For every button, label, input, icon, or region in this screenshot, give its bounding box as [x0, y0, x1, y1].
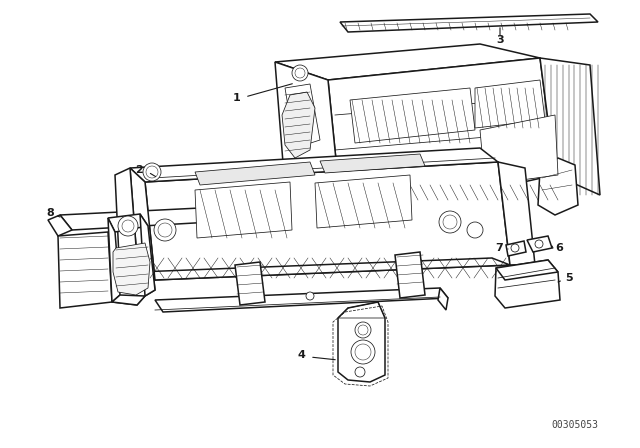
Polygon shape	[112, 226, 155, 305]
Polygon shape	[282, 92, 315, 158]
Circle shape	[467, 222, 483, 238]
Polygon shape	[138, 258, 510, 280]
Polygon shape	[340, 14, 598, 32]
Polygon shape	[108, 218, 120, 302]
Circle shape	[292, 65, 308, 81]
Text: 2: 2	[135, 165, 143, 175]
Circle shape	[306, 292, 314, 300]
Polygon shape	[130, 168, 155, 280]
Polygon shape	[115, 168, 138, 278]
Circle shape	[154, 219, 176, 241]
Circle shape	[351, 340, 375, 364]
Text: 5: 5	[565, 273, 573, 283]
Polygon shape	[48, 215, 72, 236]
Polygon shape	[58, 232, 112, 308]
Polygon shape	[338, 302, 385, 382]
Circle shape	[295, 68, 305, 78]
Polygon shape	[195, 162, 315, 185]
Text: 4: 4	[297, 350, 305, 360]
Polygon shape	[130, 148, 498, 182]
Circle shape	[158, 223, 172, 237]
Polygon shape	[498, 162, 535, 265]
Polygon shape	[195, 182, 292, 238]
Circle shape	[143, 163, 161, 181]
Polygon shape	[60, 208, 212, 230]
Polygon shape	[275, 62, 340, 200]
Polygon shape	[506, 241, 526, 256]
Polygon shape	[113, 243, 150, 295]
Circle shape	[443, 215, 457, 229]
Text: 1: 1	[232, 93, 240, 103]
Polygon shape	[475, 80, 545, 128]
Polygon shape	[496, 260, 558, 280]
Polygon shape	[108, 214, 148, 232]
Circle shape	[355, 322, 371, 338]
Circle shape	[122, 220, 134, 232]
Polygon shape	[145, 162, 510, 280]
Circle shape	[511, 244, 519, 252]
Polygon shape	[395, 252, 425, 298]
Polygon shape	[538, 158, 578, 215]
Polygon shape	[328, 58, 555, 200]
Polygon shape	[438, 288, 448, 310]
Polygon shape	[285, 175, 555, 210]
Circle shape	[535, 240, 543, 248]
Text: 8: 8	[46, 208, 54, 218]
Polygon shape	[272, 162, 295, 198]
Polygon shape	[155, 288, 448, 312]
Polygon shape	[235, 262, 265, 305]
Polygon shape	[140, 214, 155, 296]
Circle shape	[355, 367, 365, 377]
Circle shape	[118, 216, 138, 236]
Polygon shape	[112, 295, 145, 305]
Polygon shape	[527, 236, 552, 252]
Circle shape	[146, 166, 158, 178]
Text: 3: 3	[496, 35, 504, 45]
Text: 7: 7	[495, 243, 503, 253]
Polygon shape	[285, 84, 320, 148]
Text: 00305053: 00305053	[552, 420, 598, 430]
Polygon shape	[540, 58, 600, 195]
Polygon shape	[495, 260, 560, 308]
Polygon shape	[480, 115, 558, 185]
Polygon shape	[350, 88, 475, 143]
Text: 6: 6	[555, 243, 563, 253]
Circle shape	[439, 211, 461, 233]
Polygon shape	[320, 154, 425, 173]
Polygon shape	[275, 44, 540, 80]
Polygon shape	[315, 175, 412, 228]
Circle shape	[358, 325, 368, 335]
Circle shape	[355, 344, 371, 360]
